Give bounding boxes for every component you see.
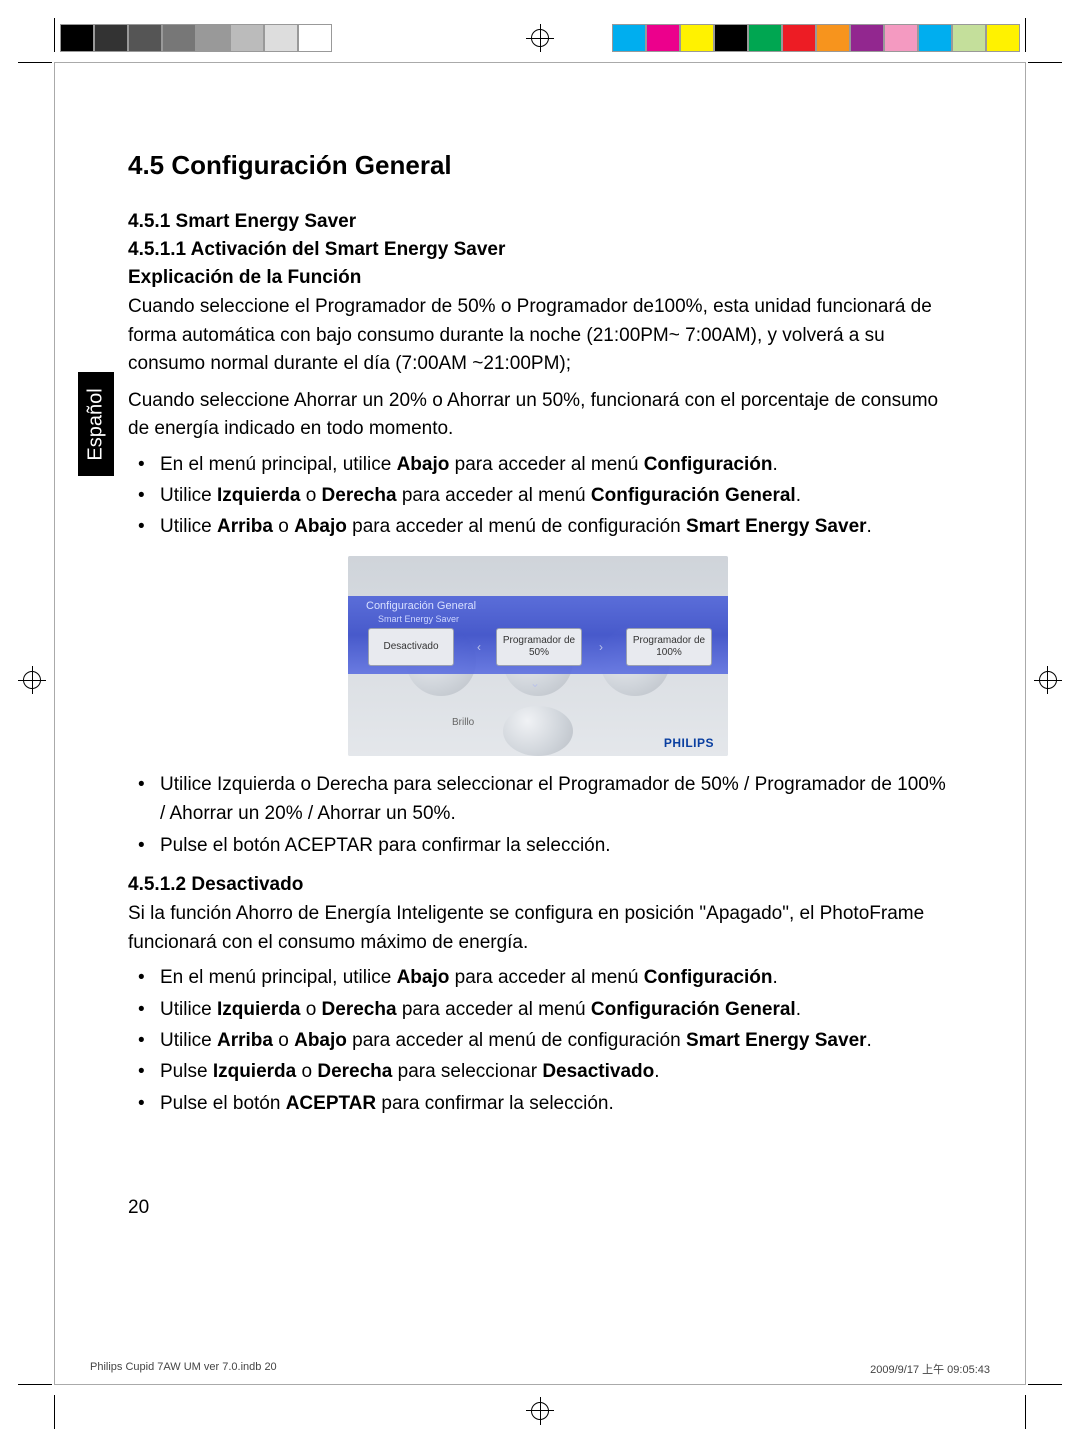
color-swatch: [128, 24, 162, 52]
color-swatch: [782, 24, 816, 52]
color-swatch: [612, 24, 646, 52]
crop-mark: [54, 1395, 55, 1429]
device-option-off: Desactivado: [368, 628, 454, 666]
color-swatch: [94, 24, 128, 52]
device-menu-title: Configuración General: [366, 600, 476, 612]
color-swatch: [680, 24, 714, 52]
device-brightness-label: Brillo: [452, 717, 474, 728]
chevron-left-icon: ‹: [470, 636, 488, 658]
footer-timestamp: 2009/9/17 上午 09:05:43: [870, 1361, 990, 1377]
philips-logo: PHILIPS: [664, 736, 714, 750]
device-option-50: Programador de 50%: [496, 628, 582, 666]
paragraph: Cuando seleccione Ahorrar un 20% o Ahorr…: [128, 387, 948, 444]
instruction-list: Utilice Izquierda o Derecha para selecci…: [128, 770, 948, 860]
registration-mark: [1039, 671, 1057, 689]
color-swatch: [714, 24, 748, 52]
instruction-list: En el menú principal, utilice Abajo para…: [128, 450, 948, 542]
list-item: En el menú principal, utilice Abajo para…: [156, 963, 948, 992]
crop-mark: [1028, 1384, 1062, 1385]
crop-mark: [54, 18, 55, 52]
color-swatch: [298, 24, 332, 52]
color-swatch: [850, 24, 884, 52]
heading-451: 4.5.1 Smart Energy Saver: [128, 211, 948, 233]
color-swatch: [196, 24, 230, 52]
chevron-down-icon: ⌄: [530, 676, 540, 690]
color-swatch: [816, 24, 850, 52]
crop-mark: [1028, 62, 1062, 63]
color-swatch: [162, 24, 196, 52]
crop-mark: [1025, 18, 1026, 52]
footer-filename: Philips Cupid 7AW UM ver 7.0.indb 20: [90, 1361, 277, 1377]
crop-mark: [18, 1384, 52, 1385]
color-swatch: [986, 24, 1020, 52]
registration-mark: [531, 29, 549, 47]
list-item: Utilice Arriba o Abajo para acceder al m…: [156, 1026, 948, 1055]
chevron-right-icon: ›: [592, 636, 610, 658]
heading-explanation: Explicación de la Función: [128, 267, 948, 289]
crop-mark: [1025, 1395, 1026, 1429]
color-swatch: [264, 24, 298, 52]
language-tab: Español: [78, 372, 114, 476]
crop-mark: [18, 62, 52, 63]
color-swatch: [952, 24, 986, 52]
page-number: 20: [128, 1197, 149, 1219]
color-swatch: [748, 24, 782, 52]
registration-mark: [23, 671, 41, 689]
print-footer: Philips Cupid 7AW UM ver 7.0.indb 20 200…: [0, 1361, 1080, 1377]
heading-4511: 4.5.1.1 Activación del Smart Energy Save…: [128, 239, 948, 261]
language-label: Español: [85, 388, 108, 460]
list-item: En el menú principal, utilice Abajo para…: [156, 450, 948, 479]
list-item: Utilice Izquierda o Derecha para selecci…: [156, 770, 948, 829]
color-swatch: [60, 24, 94, 52]
registration-mark: [531, 1402, 549, 1420]
list-item: Pulse Izquierda o Derecha para seleccion…: [156, 1057, 948, 1086]
list-item: Utilice Izquierda o Derecha para acceder…: [156, 995, 948, 1024]
decorative-circle: [503, 706, 573, 756]
color-swatch: [230, 24, 264, 52]
list-item: Utilice Izquierda o Derecha para acceder…: [156, 481, 948, 510]
section-title: 4.5 Configuración General: [128, 150, 948, 181]
color-swatch: [884, 24, 918, 52]
color-swatch: [918, 24, 952, 52]
list-item: Utilice Arriba o Abajo para acceder al m…: [156, 512, 948, 541]
page-content: 4.5 Configuración General 4.5.1 Smart En…: [128, 150, 948, 1118]
list-item: Pulse el botón ACEPTAR para confirmar la…: [156, 831, 948, 860]
device-screenshot: Configuración General Smart Energy Saver…: [348, 556, 728, 756]
paragraph: Si la función Ahorro de Energía Intelige…: [128, 900, 948, 957]
instruction-list: En el menú principal, utilice Abajo para…: [128, 963, 948, 1118]
paragraph: Cuando seleccione el Programador de 50% …: [128, 293, 948, 379]
color-swatch: [646, 24, 680, 52]
device-option-100: Programador de 100%: [626, 628, 712, 666]
list-item: Pulse el botón ACEPTAR para confirmar la…: [156, 1089, 948, 1118]
heading-4512: 4.5.1.2 Desactivado: [128, 874, 948, 896]
device-menu-subtitle: Smart Energy Saver: [378, 614, 459, 624]
